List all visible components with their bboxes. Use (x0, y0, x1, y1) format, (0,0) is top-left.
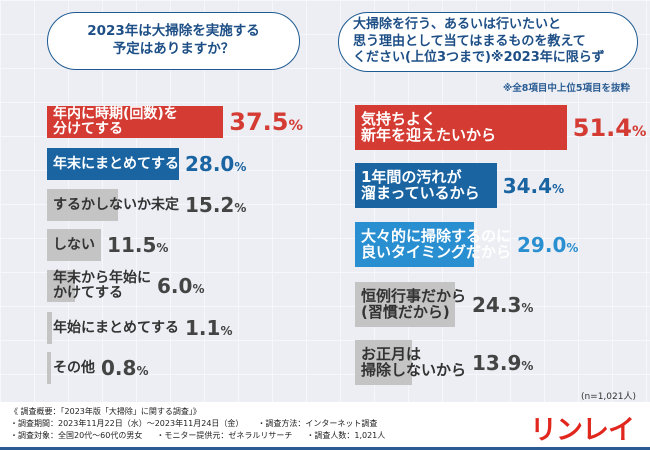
bar-label: 1年間の汚れが 溜まっているから (361, 167, 480, 202)
bar (355, 222, 475, 267)
bar-row: 年内に時期(回数)を 分けてする 37.5% (47, 106, 303, 138)
value-unit: % (136, 364, 149, 378)
bar-row: お正月は 掃除しないから 13.9% (355, 340, 533, 385)
value-unit: % (156, 241, 169, 255)
bar (355, 163, 497, 208)
value-unit: % (234, 201, 247, 215)
survey-method: ・調査方法：インターネット調査 (257, 419, 378, 428)
brand-logo: リンレイ (530, 415, 635, 446)
bar (47, 148, 179, 180)
bar-value: 15.2% (185, 193, 246, 217)
bar (355, 340, 413, 385)
bar-row: 年末から年始に かけてする 6.0% (47, 270, 204, 302)
value-unit: % (631, 123, 647, 140)
question-2-bubble: 大掃除を行う、あるいは行いたいと 思う理由として当てはまるものを教えて ください… (338, 12, 638, 72)
value-unit: % (220, 324, 233, 338)
bar-box: 年内に時期(回数)を 分けてする (47, 106, 224, 138)
value-unit: % (192, 282, 205, 296)
value-number: 51.4 (572, 113, 632, 142)
bar-value: 34.4% (503, 174, 564, 198)
bar (47, 189, 119, 221)
value-unit: % (234, 160, 247, 174)
bar-box: 恒例行事だから (習慣だから) (355, 282, 466, 327)
bar-row: 恒例行事だから (習慣だから) 24.3% (355, 282, 533, 327)
sample-size: (n=1,021人) (580, 392, 636, 402)
bar (355, 105, 567, 150)
bar-box: 年始にまとめてする (47, 312, 179, 344)
bar-value: 29.0% (517, 233, 578, 257)
bar-row: しない 11.5% (47, 229, 168, 261)
value-unit: % (288, 118, 303, 134)
survey-count: ・調査人数：1,021人 (306, 431, 386, 440)
value-number: 11.5 (107, 233, 157, 257)
bar-label: 恒例行事だから (習慣だから) (361, 286, 467, 321)
value-number: 34.4 (502, 173, 553, 198)
bar-box: その他 (47, 352, 95, 384)
survey-target: ・調査対象：全国20代～60代の男女 (10, 431, 143, 440)
bar-label: 大々的に掃除するのに 良いタイミングだから (361, 226, 512, 261)
bar-row: 気持ちよく 新年を迎えたいから 51.4% (355, 105, 646, 150)
bar-label: 年内に時期(回数)を 分けてする (53, 106, 178, 137)
footer: 《 調査概要：「2023年版「大掃除」に関する調査」》 ・調査期間：2023年1… (0, 402, 650, 450)
bar-value: 0.8% (101, 356, 148, 380)
bar (47, 312, 53, 344)
bar-box: しない (47, 229, 102, 261)
bar-value: 24.3% (472, 293, 533, 317)
bar (355, 282, 456, 327)
bar-row: 年始にまとめてする 1.1% (47, 312, 232, 344)
bar-row: 大々的に掃除するのに 良いタイミングだから 29.0% (355, 222, 578, 267)
bar-value: 11.5% (107, 233, 168, 257)
value-number: 0.8 (101, 356, 137, 380)
value-number: 13.9 (472, 350, 522, 375)
value-unit: % (552, 181, 565, 196)
question-2-text: 大掃除を行う、あるいは行いたいと 思う理由として当てはまるものを教えて ください… (353, 16, 605, 66)
survey-provider: ・モニター提供元：ゼネラルリサーチ (156, 431, 293, 440)
bar-box: 年末から年始に かけてする (47, 270, 151, 302)
bar-value: 1.1% (185, 316, 232, 340)
value-unit: % (521, 300, 534, 315)
bar-label: 気持ちよく 新年を迎えたいから (361, 109, 497, 144)
value-unit: % (521, 358, 534, 373)
value-number: 29.0 (517, 232, 567, 257)
bar-box: 1年間の汚れが 溜まっているから (355, 163, 497, 208)
bar-value: 37.5% (229, 108, 303, 136)
value-number: 1.1 (185, 316, 221, 340)
question-1-text: 2023年は大掃除を実施する 予定はありますか？ (87, 23, 260, 57)
bar-value: 28.0% (185, 152, 246, 176)
bar (47, 229, 102, 261)
bar-box: するかしないか未定 (47, 189, 179, 221)
bar-label: 年末から年始に かけてする (53, 270, 151, 301)
bar-row: 1年間の汚れが 溜まっているから 34.4% (355, 163, 564, 208)
bar-value: 13.9% (472, 351, 533, 375)
bar-box: 大々的に掃除するのに 良いタイミングだから (355, 222, 511, 267)
bar-box: お正月は 掃除しないから (355, 340, 466, 385)
bar-box: 気持ちよく 新年を迎えたいから (355, 105, 567, 150)
bar-value: 51.4% (573, 114, 647, 142)
value-number: 37.5 (229, 108, 289, 136)
bar-label: しない (53, 236, 95, 253)
bar-label: その他 (53, 359, 95, 376)
bar-row: その他 0.8% (47, 352, 148, 384)
bar-value: 6.0% (157, 274, 204, 298)
question-1-bubble: 2023年は大掃除を実施する 予定はありますか？ (47, 12, 300, 70)
bar (47, 270, 76, 302)
bar-label: するかしないか未定 (53, 196, 179, 213)
bar-label: お正月は 掃除しないから (361, 344, 467, 379)
value-number: 28.0 (185, 152, 235, 176)
value-unit: % (566, 240, 579, 255)
bar-label: 年始にまとめてする (53, 319, 179, 336)
survey-summary: 《 調査概要：「2023年版「大掃除」に関する調査」》 (10, 407, 201, 416)
note: ※全8項目中上位5項目を抜粋 (503, 83, 630, 94)
survey-period: ・調査期間：2023年11月22日（水）～2023年11月24日（金） (10, 419, 244, 428)
value-number: 6.0 (157, 274, 193, 298)
value-number: 24.3 (472, 292, 522, 317)
bar (47, 106, 224, 138)
bar-box: 年末にまとめてする (47, 148, 179, 180)
bar (47, 352, 51, 384)
bar-label: 年末にまとめてする (53, 155, 179, 172)
value-number: 15.2 (185, 193, 235, 217)
bar-row: 年末にまとめてする 28.0% (47, 148, 246, 180)
bar-row: するかしないか未定 15.2% (47, 189, 246, 221)
